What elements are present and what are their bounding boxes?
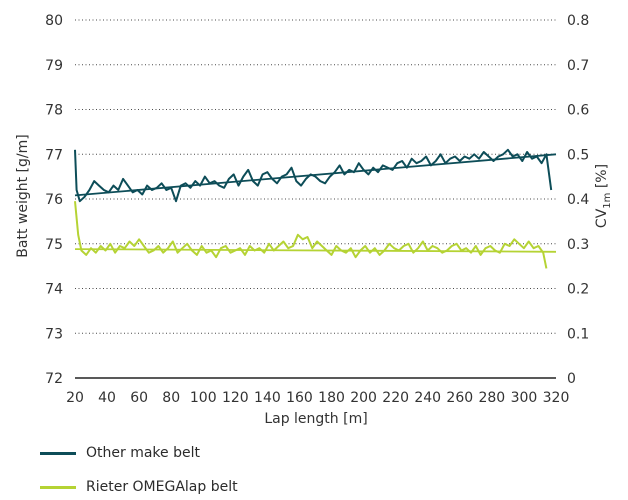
x-tick-label: 120 bbox=[222, 390, 249, 406]
x-tick-label: 280 bbox=[478, 390, 505, 406]
legend-swatch-other-make bbox=[40, 451, 76, 455]
y2-tick-label: 0 bbox=[567, 371, 576, 387]
y-tick-label: 80 bbox=[45, 13, 63, 29]
x-tick-label: 200 bbox=[350, 390, 377, 406]
x-tick-label: 40 bbox=[98, 390, 116, 406]
x-tick-label: 100 bbox=[190, 390, 217, 406]
x-tick-label: 20 bbox=[66, 390, 84, 406]
x-tick-label: 140 bbox=[254, 390, 281, 406]
y2-tick-label: 0.2 bbox=[567, 282, 589, 298]
x-tick-label: 240 bbox=[414, 390, 441, 406]
legend-swatch-omegalap bbox=[40, 485, 76, 489]
y-tick-label: 76 bbox=[45, 192, 63, 208]
x-tick-label: 180 bbox=[318, 390, 345, 406]
x-axis-title: Lap length [m] bbox=[264, 411, 367, 427]
y2-tick-label: 0.6 bbox=[567, 103, 589, 119]
y2-tick-label: 0.3 bbox=[567, 237, 589, 253]
y-tick-label: 77 bbox=[45, 147, 63, 163]
y2-tick-label: 0.8 bbox=[567, 13, 589, 29]
y-tick-label: 74 bbox=[45, 282, 63, 298]
y-tick-label: 79 bbox=[45, 58, 63, 74]
y-axis-title: Batt weight [g/m] bbox=[15, 134, 31, 257]
y2-axis-title-tail: [%] bbox=[594, 164, 610, 193]
y2-tick-label: 0.7 bbox=[567, 58, 589, 74]
y-tick-label: 78 bbox=[45, 103, 63, 119]
x-tick-label: 260 bbox=[446, 390, 473, 406]
x-tick-label: 220 bbox=[382, 390, 409, 406]
y-tick-label: 75 bbox=[45, 237, 63, 253]
series-layer bbox=[74, 148, 557, 269]
other-make-belt-trend-line bbox=[74, 153, 557, 197]
omegalap-belt-trend-line bbox=[74, 248, 557, 253]
y2-tick-label: 0.1 bbox=[567, 326, 589, 342]
x-tick-label: 80 bbox=[162, 390, 180, 406]
x-tick-label: 160 bbox=[286, 390, 313, 406]
y2-axis-title: CV1m [%] bbox=[594, 164, 613, 228]
y2-axis-ticks: 0 0.1 0.2 0.3 0.4 0.5 0.6 0.7 0.8 bbox=[567, 13, 589, 387]
legend-label-omegalap: Rieter OMEGAlap belt bbox=[86, 479, 238, 495]
legend-item-omegalap: Rieter OMEGAlap belt bbox=[40, 479, 238, 495]
x-tick-label: 60 bbox=[130, 390, 148, 406]
y-tick-label: 73 bbox=[45, 326, 63, 342]
y2-tick-label: 0.5 bbox=[567, 147, 589, 163]
y-tick-label: 72 bbox=[45, 371, 63, 387]
y2-tick-label: 0.4 bbox=[567, 192, 589, 208]
x-tick-label: 320 bbox=[543, 390, 570, 406]
y-axis-ticks: 72 73 74 75 76 77 78 79 80 bbox=[45, 13, 63, 387]
line-chart: 72 73 74 75 76 77 78 79 80 0 0.1 0.2 0.3 0.4 0.5 0.6 0.… bbox=[15, 13, 613, 427]
y2-axis-title-main: CV bbox=[594, 208, 610, 228]
x-tick-label: 300 bbox=[511, 390, 538, 406]
legend-item-other-make: Other make belt bbox=[40, 445, 200, 461]
y2-axis-title-sub: 1m bbox=[602, 193, 613, 209]
legend-label-other-make: Other make belt bbox=[86, 445, 200, 461]
x-axis-ticks: 20 40 60 80 100 120 140 160 180 200 220 240 260 280 30… bbox=[66, 390, 569, 406]
omegalap-belt-series-line bbox=[74, 201, 548, 269]
